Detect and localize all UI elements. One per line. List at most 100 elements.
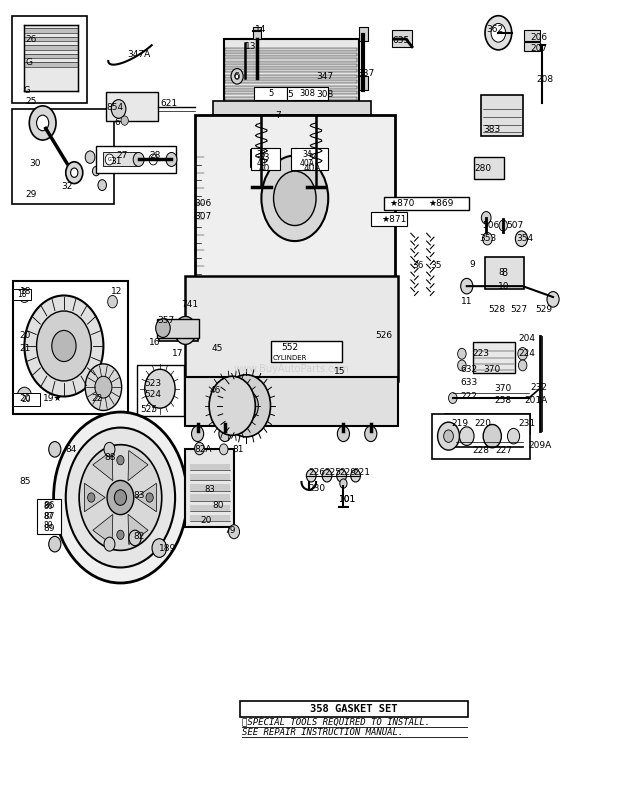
Circle shape bbox=[71, 168, 78, 178]
Text: 524: 524 bbox=[144, 390, 162, 400]
Circle shape bbox=[481, 417, 491, 430]
FancyBboxPatch shape bbox=[392, 29, 412, 47]
Circle shape bbox=[121, 116, 128, 125]
Circle shape bbox=[53, 412, 187, 583]
Text: 5: 5 bbox=[268, 89, 273, 98]
Text: 222: 222 bbox=[461, 392, 477, 401]
Circle shape bbox=[444, 430, 453, 442]
FancyBboxPatch shape bbox=[213, 102, 371, 115]
Circle shape bbox=[114, 490, 126, 505]
Text: 83: 83 bbox=[205, 485, 215, 494]
Text: 40A: 40A bbox=[304, 164, 321, 174]
Text: 527: 527 bbox=[510, 305, 528, 314]
FancyBboxPatch shape bbox=[225, 53, 357, 56]
Text: 854: 854 bbox=[107, 103, 123, 112]
Text: 525: 525 bbox=[140, 405, 157, 414]
Text: 86: 86 bbox=[44, 501, 55, 510]
FancyBboxPatch shape bbox=[525, 42, 539, 52]
Circle shape bbox=[19, 289, 30, 302]
FancyBboxPatch shape bbox=[225, 64, 357, 67]
Text: 10: 10 bbox=[498, 282, 510, 291]
Text: 101: 101 bbox=[339, 496, 356, 504]
Text: 12: 12 bbox=[111, 287, 122, 296]
Circle shape bbox=[37, 115, 49, 131]
FancyBboxPatch shape bbox=[12, 16, 87, 103]
Text: 34: 34 bbox=[307, 152, 318, 162]
Circle shape bbox=[98, 180, 107, 190]
Text: www.BuyAutoParts.com: www.BuyAutoParts.com bbox=[234, 364, 350, 374]
Text: 87: 87 bbox=[44, 512, 55, 522]
Text: 46: 46 bbox=[210, 385, 221, 395]
Circle shape bbox=[112, 100, 126, 118]
Text: 79: 79 bbox=[224, 526, 235, 534]
Text: 632: 632 bbox=[461, 365, 478, 374]
Text: 258: 258 bbox=[494, 396, 512, 405]
Text: 45: 45 bbox=[211, 344, 223, 353]
Circle shape bbox=[491, 24, 506, 42]
Text: 20: 20 bbox=[20, 394, 31, 404]
Circle shape bbox=[174, 316, 197, 344]
Circle shape bbox=[461, 278, 473, 294]
FancyBboxPatch shape bbox=[445, 414, 530, 434]
Circle shape bbox=[438, 422, 459, 450]
Circle shape bbox=[209, 377, 255, 435]
FancyBboxPatch shape bbox=[358, 28, 368, 40]
Circle shape bbox=[146, 493, 153, 502]
Circle shape bbox=[117, 531, 124, 539]
Text: 224: 224 bbox=[518, 349, 535, 358]
Text: G: G bbox=[151, 157, 155, 162]
Circle shape bbox=[117, 455, 124, 465]
FancyBboxPatch shape bbox=[384, 197, 469, 210]
FancyBboxPatch shape bbox=[485, 257, 524, 289]
FancyBboxPatch shape bbox=[225, 48, 357, 51]
Circle shape bbox=[306, 469, 316, 482]
FancyBboxPatch shape bbox=[185, 276, 398, 381]
Text: 82: 82 bbox=[134, 532, 145, 541]
Circle shape bbox=[222, 375, 270, 437]
Text: ★869: ★869 bbox=[428, 199, 454, 209]
Circle shape bbox=[133, 152, 144, 167]
Text: 7: 7 bbox=[275, 111, 281, 120]
Text: 741: 741 bbox=[181, 301, 198, 309]
Circle shape bbox=[459, 427, 474, 446]
Text: 15: 15 bbox=[334, 367, 346, 376]
Text: 21: 21 bbox=[20, 344, 31, 353]
Circle shape bbox=[458, 360, 466, 371]
Text: 81: 81 bbox=[232, 445, 244, 454]
Text: 633: 633 bbox=[461, 378, 478, 387]
FancyBboxPatch shape bbox=[157, 319, 200, 339]
FancyBboxPatch shape bbox=[253, 28, 262, 39]
FancyBboxPatch shape bbox=[525, 29, 539, 40]
Text: 337: 337 bbox=[357, 70, 374, 79]
Circle shape bbox=[485, 16, 512, 50]
Text: 231: 231 bbox=[518, 419, 536, 428]
Text: 33: 33 bbox=[257, 150, 266, 159]
Text: 347: 347 bbox=[316, 72, 333, 81]
Circle shape bbox=[234, 390, 259, 421]
Text: 29: 29 bbox=[25, 190, 37, 199]
FancyBboxPatch shape bbox=[270, 340, 342, 362]
Text: 18: 18 bbox=[17, 290, 27, 299]
Circle shape bbox=[518, 347, 528, 360]
Text: 189: 189 bbox=[159, 543, 177, 553]
Text: 80: 80 bbox=[213, 501, 224, 510]
FancyBboxPatch shape bbox=[240, 701, 468, 717]
Text: 101: 101 bbox=[339, 496, 356, 504]
Text: 33: 33 bbox=[259, 152, 270, 162]
Text: ★871: ★871 bbox=[382, 215, 407, 224]
Circle shape bbox=[322, 469, 332, 482]
Text: 85: 85 bbox=[20, 477, 31, 486]
Circle shape bbox=[464, 417, 474, 430]
Circle shape bbox=[195, 442, 204, 455]
Circle shape bbox=[66, 162, 82, 183]
Circle shape bbox=[104, 537, 115, 551]
Circle shape bbox=[49, 536, 61, 552]
FancyBboxPatch shape bbox=[287, 87, 328, 100]
Text: 635: 635 bbox=[392, 36, 409, 45]
Circle shape bbox=[37, 311, 91, 381]
Text: 370: 370 bbox=[483, 365, 500, 374]
Circle shape bbox=[105, 154, 113, 165]
Text: 308: 308 bbox=[299, 89, 316, 98]
FancyBboxPatch shape bbox=[474, 157, 505, 179]
Circle shape bbox=[499, 220, 507, 231]
